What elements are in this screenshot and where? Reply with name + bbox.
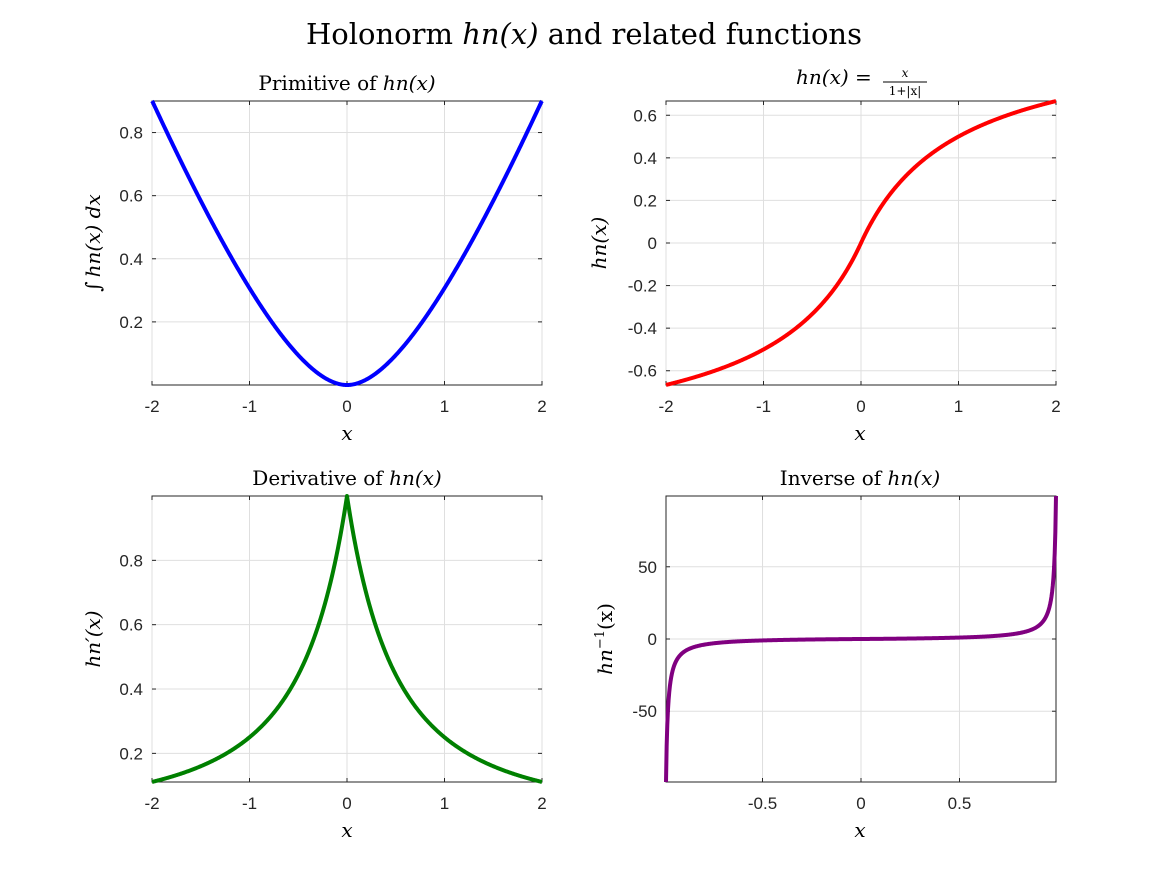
primitive-xlabel: x	[341, 421, 352, 445]
hn-plot: -2 -1 0 1 2 -0.6 -0.4 -0.2 0 0.2 0.4 0.6 hn(x) = x …	[587, 65, 1061, 445]
x-tick-label: 1	[440, 397, 449, 416]
inverse-title: Inverse of hn(x)	[780, 466, 940, 490]
svg-text:x: x	[902, 66, 909, 80]
y-tick-label: 0.6	[119, 616, 143, 635]
derivative-title: Derivative of hn(x)	[252, 466, 441, 490]
hn-curve	[664, 99, 1058, 387]
x-tick-label: -2	[144, 397, 159, 416]
x-tick-label: 2	[537, 794, 546, 813]
x-tick-label: -1	[242, 794, 257, 813]
x-tick-label: 0	[342, 794, 351, 813]
derivative-xlabel: x	[341, 818, 352, 842]
primitive-curve	[150, 99, 544, 387]
inverse-xlabel: x	[854, 818, 865, 842]
derivative-ylabel: hn′(x)	[81, 610, 105, 667]
y-tick-label: 0.6	[119, 187, 143, 206]
svg-text:1+|x|: 1+|x|	[889, 84, 922, 98]
primitive-plot: -2 -1 0 1 2 0.2 0.4 0.6 0.8 Primitive of hn(x) x…	[81, 71, 547, 445]
y-tick-label: 0.4	[119, 680, 143, 699]
y-tick-label: 0	[648, 630, 657, 649]
y-tick-label: 0.4	[633, 149, 657, 168]
x-tick-label: 0.5	[948, 794, 972, 813]
y-tick-label: -50	[632, 702, 657, 721]
y-tick-label: 0.8	[119, 124, 143, 143]
hn-xlabel: x	[854, 421, 865, 445]
y-tick-label: -0.2	[628, 277, 657, 296]
hn-ylabel: hn(x)	[587, 217, 611, 270]
figure-suptitle: Holonorm hn(x) and related functions	[306, 17, 862, 51]
x-tick-label: -1	[242, 397, 257, 416]
x-tick-label: -2	[144, 794, 159, 813]
x-tick-label: 1	[954, 397, 963, 416]
primitive-ylabel: ∫hn(x) dx	[81, 194, 105, 292]
hn-title: hn(x) = x 1+|x|	[796, 65, 927, 98]
y-tick-label: 0	[648, 234, 657, 253]
y-tick-label: 50	[638, 558, 657, 577]
x-tick-label: 1	[440, 794, 449, 813]
inverse-plot: -0.5 0 0.5 -50 0 50 Inverse of hn(x) x hn−1(x…	[593, 466, 1058, 842]
derivative-plot: -2 -1 0 1 20.20.40.60.8 Derivative of hn(x) …	[81, 466, 547, 842]
x-tick-label: 0	[856, 397, 865, 416]
y-tick-label: -0.6	[628, 362, 657, 381]
x-tick-label: 2	[1051, 397, 1060, 416]
y-tick-label: 0.8	[119, 551, 143, 570]
x-tick-label: -1	[756, 397, 771, 416]
derivative-curve	[150, 494, 544, 784]
x-tick-label: -2	[658, 397, 673, 416]
svg-text:hn(x) =: hn(x) =	[796, 65, 872, 89]
y-tick-label: 0.2	[119, 313, 143, 332]
x-tick-label: 0	[856, 794, 865, 813]
y-tick-label: 0.6	[633, 106, 657, 125]
x-tick-label: 2	[537, 397, 546, 416]
inverse-ylabel: hn−1(x)	[593, 603, 617, 675]
y-tick-label: 0.2	[119, 744, 143, 763]
y-tick-label: -0.4	[628, 319, 657, 338]
y-tick-label: 0.4	[119, 250, 143, 269]
primitive-title: Primitive of hn(x)	[258, 71, 435, 95]
x-tick-label: -0.5	[748, 794, 777, 813]
x-tick-label: 0	[342, 397, 351, 416]
y-tick-label: 0.2	[633, 191, 657, 210]
inverse-curve	[664, 495, 1058, 783]
